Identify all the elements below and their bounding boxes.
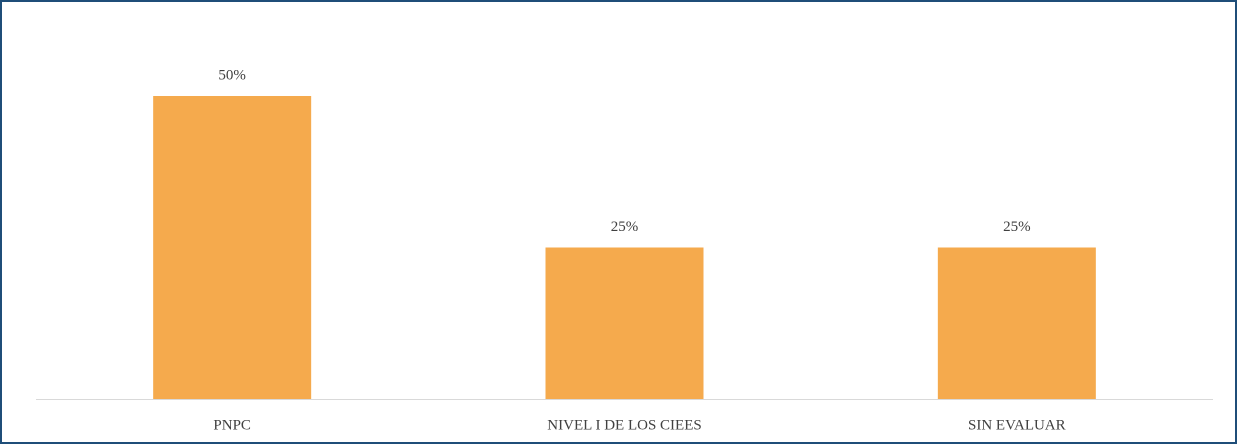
x-tick-label: NIVEL I DE LOS CIEES [547, 417, 701, 433]
data-label: 25% [611, 219, 639, 235]
x-tick-label: PNPC [213, 417, 251, 433]
data-label: 50% [218, 67, 246, 83]
data-label: 25% [1003, 219, 1031, 235]
bar [153, 96, 312, 399]
x-tick-label: SIN EVALUAR [968, 417, 1066, 433]
bar [545, 247, 704, 399]
bar [937, 247, 1096, 399]
